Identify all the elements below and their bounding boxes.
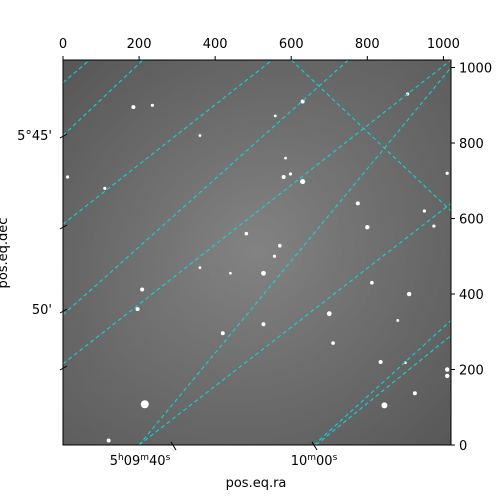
top-x-axis: 0 200 400 600 800 1000 — [59, 37, 460, 60]
ra-tick-label-2: 10m00s — [291, 453, 338, 469]
top-tick-label-600: 600 — [279, 37, 304, 52]
right-tick-label-400: 400 — [459, 288, 484, 303]
star-33 — [103, 186, 107, 190]
right-tick-label-800: 800 — [459, 137, 484, 152]
x-axis-title: pos.eq.ra — [226, 476, 287, 491]
right-tick-label-0: 0 — [459, 439, 467, 454]
star-19 — [281, 175, 286, 180]
star-17 — [331, 341, 335, 345]
ra-tick-label-1: 5h09m40s — [110, 453, 171, 469]
star-32 — [198, 134, 202, 137]
dec-tick-label-2: 50' — [32, 303, 52, 318]
star-35 — [106, 438, 111, 443]
star-2 — [381, 402, 388, 409]
star-6 — [220, 331, 225, 336]
star-13 — [412, 391, 417, 396]
star-36 — [228, 271, 232, 275]
ra-grid-line-3 — [63, 60, 144, 136]
sky-vignette — [63, 60, 451, 445]
star-25 — [422, 209, 426, 213]
star-3 — [326, 311, 332, 317]
top-tick-label-400: 400 — [203, 37, 228, 52]
ra-grid-line-1 — [138, 67, 451, 445]
dec-grid-line-7 — [63, 60, 273, 225]
star-15 — [355, 201, 360, 206]
ra-grid-line-2 — [63, 60, 349, 316]
star-31 — [150, 103, 154, 107]
dec-grid-line-8 — [63, 60, 90, 84]
plot-frame — [62, 59, 452, 446]
star-40 — [284, 156, 287, 160]
star-8 — [135, 307, 140, 312]
star-12 — [444, 373, 450, 379]
star-5 — [261, 322, 266, 327]
star-34 — [65, 175, 70, 179]
stars-layer — [65, 92, 450, 443]
star-7 — [140, 287, 145, 292]
dec-ticks — [59, 133, 68, 371]
dec-grid-line-10 — [315, 335, 451, 445]
star-10 — [406, 291, 412, 297]
dec-grid-line-9 — [138, 203, 451, 445]
dec-tick-label-1: 5°45' — [17, 129, 52, 144]
star-1 — [140, 400, 149, 409]
star-29 — [273, 114, 277, 118]
star-23 — [272, 254, 277, 258]
star-30 — [131, 105, 136, 110]
star-18 — [300, 178, 306, 185]
y-axis-title: pos.eq.dec — [0, 218, 11, 289]
star-11 — [444, 367, 450, 372]
star-26 — [432, 224, 436, 228]
star-9 — [365, 225, 370, 230]
star-24 — [445, 171, 449, 175]
star-22 — [278, 243, 282, 248]
top-tick-label-0: 0 — [59, 37, 67, 52]
top-tick-label-800: 800 — [355, 37, 380, 52]
top-tick-label-200: 200 — [127, 37, 152, 52]
ra-grid-line-5 — [290, 60, 451, 212]
top-tick-label-1000: 1000 — [427, 37, 460, 52]
right-tick-label-200: 200 — [459, 364, 484, 379]
coordinate-grid — [63, 60, 451, 445]
star-21 — [244, 231, 249, 236]
right-tick-label-1000: 1000 — [459, 62, 492, 77]
star-4 — [261, 270, 266, 276]
star-38 — [396, 319, 400, 322]
ra-ticks — [170, 441, 318, 451]
star-20 — [288, 172, 293, 176]
dec-grid-line-6 — [63, 60, 451, 365]
star-39 — [198, 266, 202, 269]
right-tick-label-600: 600 — [459, 213, 484, 228]
star-16 — [370, 280, 374, 285]
star-14 — [378, 359, 383, 364]
ra-grid-line-4 — [313, 320, 451, 445]
right-y-axis: 0 200 400 600 800 1000 — [451, 62, 492, 454]
